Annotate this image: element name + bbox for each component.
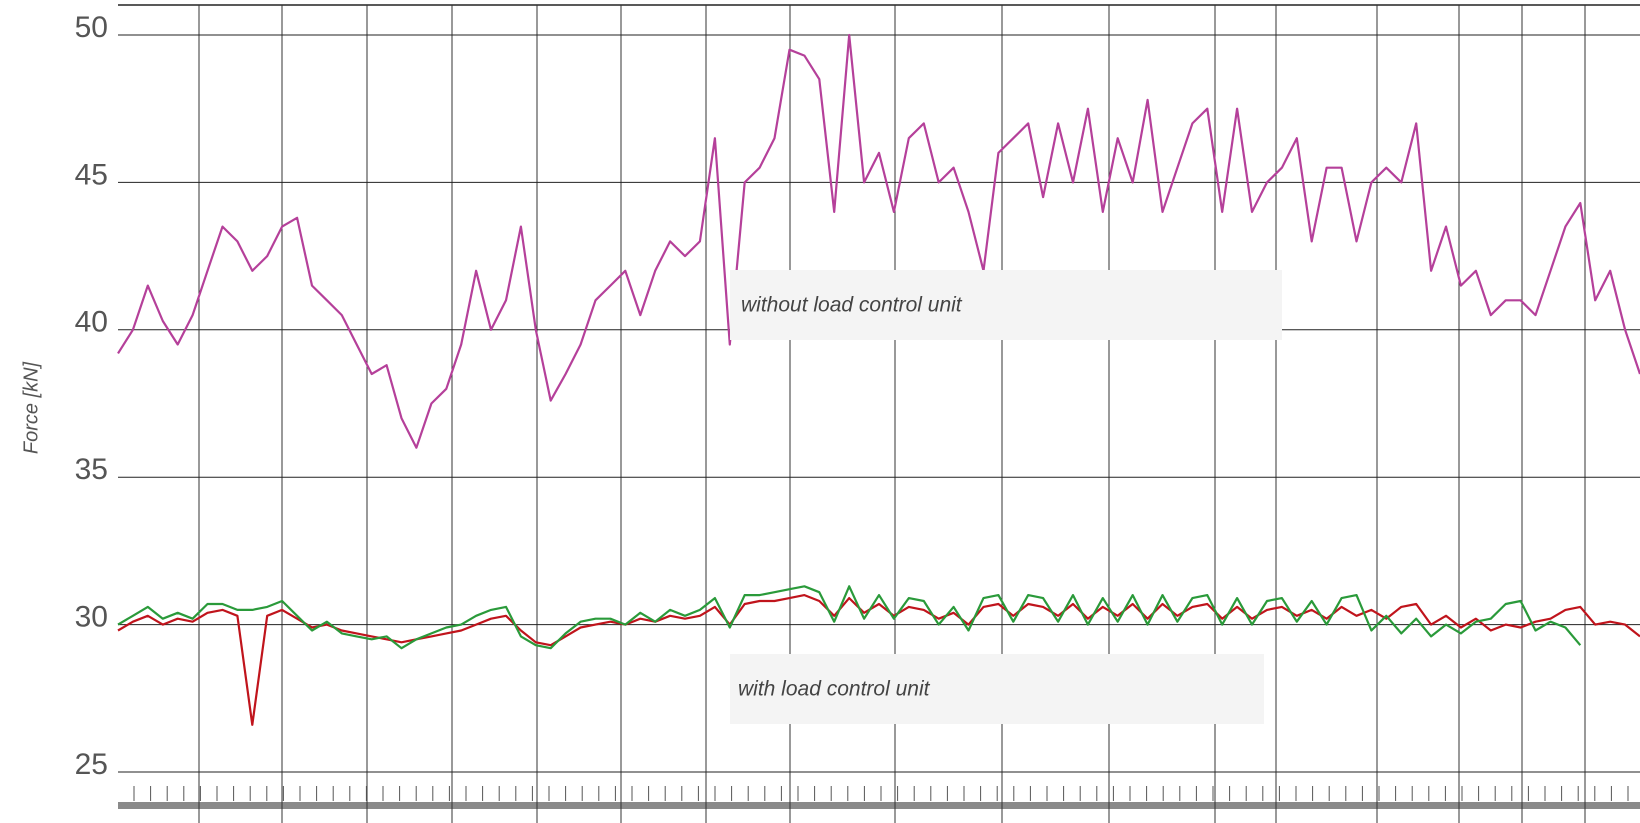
annotation-text: with load control unit: [738, 678, 931, 701]
bottom-bar: [118, 802, 1640, 809]
series-line: [117, 33, 1640, 449]
y-tick-label: 50: [75, 11, 108, 44]
y-tick-label: 25: [75, 748, 108, 781]
frame: [118, 4, 1640, 809]
y-axis-label: Force [kN]: [20, 361, 42, 454]
annotation: with load control unit: [730, 654, 1264, 724]
annotation: without load control unit: [730, 270, 1282, 340]
y-tick-label: 35: [75, 453, 108, 486]
series-line: [117, 585, 1582, 650]
y-tick-label: 45: [75, 158, 108, 191]
annotation-text: without load control unit: [741, 294, 963, 317]
y-tick-label: 40: [75, 306, 108, 339]
horizontal-grid: 25 30 35 40 45 50: [75, 11, 1640, 781]
lines: [117, 33, 1640, 726]
annotation-box: [730, 654, 1264, 724]
series-line: [117, 594, 1640, 726]
annotation-box: [730, 270, 1282, 340]
y-tick-label: 30: [75, 601, 108, 634]
